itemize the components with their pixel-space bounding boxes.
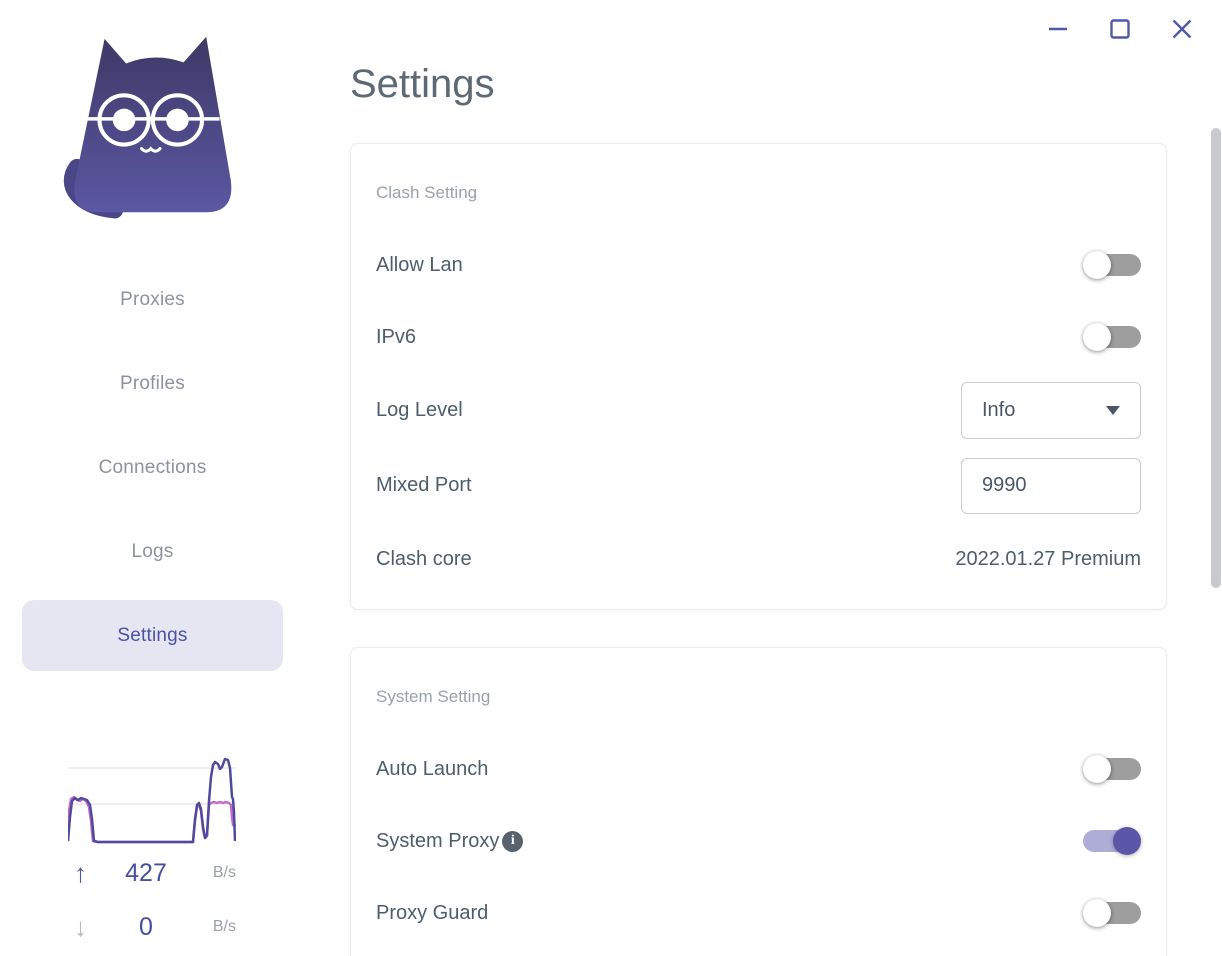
toggle-knob [1083, 251, 1111, 279]
clash-setting-header: Clash Setting [376, 182, 478, 202]
download-speed-row: ↓ 0 B/s [58, 909, 242, 945]
settings-page: Settings Clash Setting Allow Lan IPv6 Lo… [350, 0, 1167, 956]
upload-speed-unit: B/s [212, 864, 236, 881]
download-speed-unit: B/s [212, 918, 236, 935]
clash-core-label: Clash core [376, 547, 472, 570]
mixed-port-input[interactable] [961, 457, 1141, 514]
maximize-button[interactable] [1107, 16, 1132, 42]
clash-core-row: Clash core 2022.01.27 Premium [376, 523, 1141, 595]
mixed-port-row: Mixed Port [376, 448, 1141, 523]
allow-lan-label: Allow Lan [376, 253, 463, 276]
traffic-graph [68, 757, 236, 844]
log-level-label: Log Level [376, 399, 463, 421]
download-speed-value: 0 [139, 912, 153, 941]
system-setting-header: System Setting [376, 686, 491, 706]
system-setting-card: System Setting Auto Launch System Proxy … [350, 647, 1167, 956]
auto-launch-label: Auto Launch [376, 757, 489, 780]
sidebar-item-logs[interactable]: Logs [131, 540, 174, 562]
chevron-down-icon [1106, 406, 1120, 415]
page-title: Settings [350, 62, 495, 106]
log-level-row: Log Level Info [376, 373, 1141, 448]
info-icon[interactable]: i [502, 830, 524, 852]
upload-speed-row: ↑ 427 B/s [58, 855, 242, 891]
sidebar-item-proxies[interactable]: Proxies [120, 288, 185, 310]
proxy-guard-label: Proxy Guard [376, 901, 489, 924]
allow-lan-row: Allow Lan [376, 229, 1141, 301]
ipv6-toggle[interactable] [1083, 323, 1141, 351]
download-arrow-icon: ↓ [74, 911, 87, 942]
sidebar-item-connections[interactable]: Connections [98, 456, 207, 478]
auto-launch-row: Auto Launch [376, 733, 1141, 805]
toggle-knob [1083, 323, 1111, 351]
upload-line [68, 757, 236, 844]
close-button[interactable] [1169, 16, 1194, 42]
system-proxy-row: System Proxy i [376, 805, 1141, 877]
ipv6-label: IPv6 [376, 325, 417, 348]
toggle-knob [1083, 755, 1111, 783]
minimize-button[interactable] [1045, 16, 1070, 42]
toggle-knob [1083, 899, 1111, 927]
log-level-select[interactable]: Info [961, 382, 1141, 439]
toggle-knob [1113, 827, 1141, 855]
auto-launch-toggle[interactable] [1083, 755, 1141, 783]
minimize-icon [1048, 27, 1067, 31]
vertical-scrollbar[interactable] [1211, 128, 1221, 588]
mixed-port-label: Mixed Port [376, 474, 472, 496]
log-level-selected-value: Info [982, 399, 1016, 421]
clash-setting-card: Clash Setting Allow Lan IPv6 Log Level [350, 143, 1167, 610]
close-icon [1172, 19, 1191, 39]
sidebar: Proxies Profiles Connections Logs Settin… [0, 0, 305, 956]
system-proxy-label-text: System Proxy [376, 829, 500, 852]
clash-cat-logo [43, 26, 238, 222]
clash-core-version: 2022.01.27 Premium [955, 547, 1141, 570]
system-proxy-toggle[interactable] [1083, 827, 1141, 855]
allow-lan-toggle[interactable] [1083, 251, 1141, 279]
proxy-guard-toggle[interactable] [1083, 899, 1141, 927]
window-controls [1045, 16, 1194, 42]
system-proxy-label: System Proxy i [376, 829, 524, 853]
sidebar-item-profiles[interactable]: Profiles [120, 372, 185, 394]
upload-speed-value: 427 [125, 858, 167, 887]
cat-logo-icon [63, 36, 232, 219]
sidebar-nav: Proxies Profiles Connections Logs Settin… [22, 264, 283, 684]
proxy-guard-row: Proxy Guard [376, 877, 1141, 949]
sidebar-item-settings[interactable]: Settings [22, 600, 283, 671]
maximize-icon [1109, 19, 1130, 39]
upload-arrow-icon: ↑ [74, 857, 87, 888]
ipv6-row: IPv6 [376, 301, 1141, 373]
